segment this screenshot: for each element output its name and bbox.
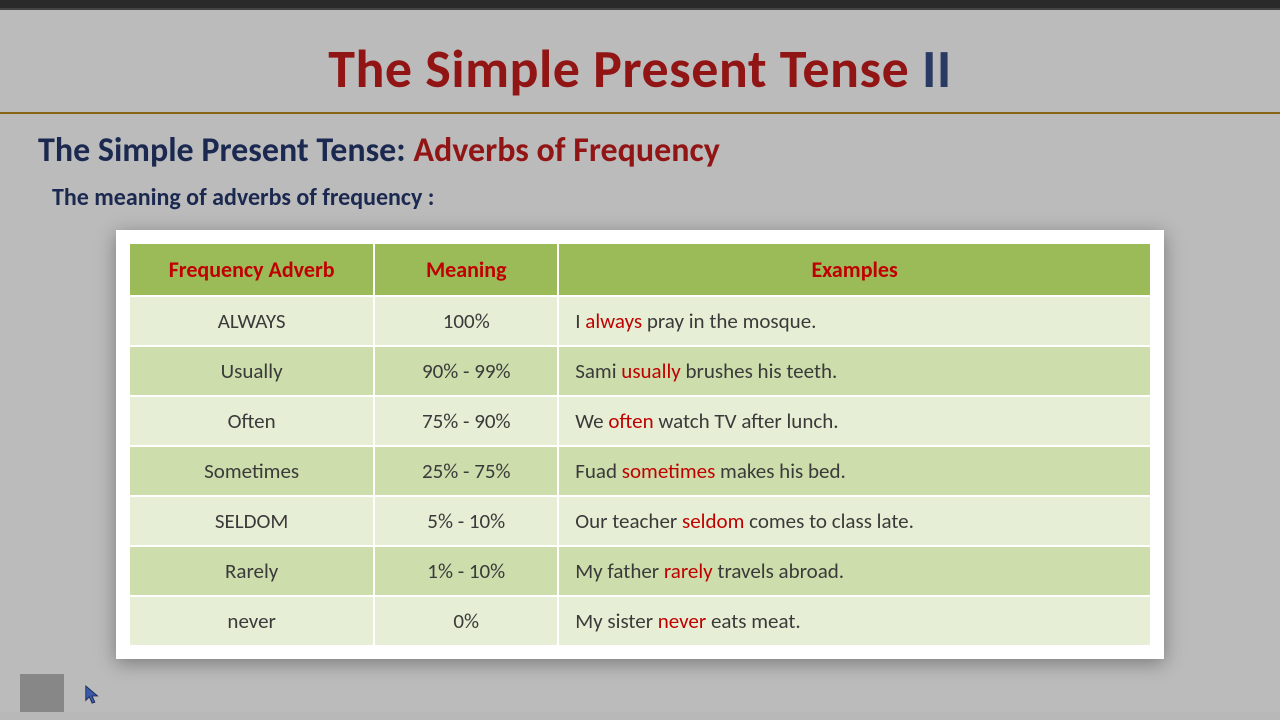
cell-example: My sister never eats meat. <box>558 596 1151 646</box>
cell-adverb: ALWAYS <box>129 296 374 346</box>
example-adverb: sometimes <box>622 458 716 484</box>
cell-example: Our teacher seldom comes to class late. <box>558 496 1151 546</box>
cell-adverb: Often <box>129 396 374 446</box>
example-post: pray in the mosque. <box>642 308 816 334</box>
example-adverb: often <box>608 408 653 434</box>
col-header-adverb: Frequency Adverb <box>129 243 374 296</box>
subtitle-navy: The Simple Present Tense: <box>38 130 413 171</box>
cell-adverb: Usually <box>129 346 374 396</box>
example-post: watch TV after lunch. <box>654 408 839 434</box>
subtitle: The Simple Present Tense: Adverbs of Fre… <box>0 126 1280 179</box>
cursor-icon <box>84 684 102 706</box>
cell-meaning: 5% - 10% <box>374 496 558 546</box>
example-post: brushes his teeth. <box>681 358 838 384</box>
slide-thumbnail-icon <box>20 674 64 712</box>
table-container: Frequency Adverb Meaning Examples ALWAYS… <box>116 230 1164 659</box>
table-body: ALWAYS 100% I always pray in the mosque.… <box>129 296 1151 646</box>
example-post: comes to class late. <box>744 508 914 534</box>
title-part-blue: II <box>909 36 952 102</box>
table-header-row: Frequency Adverb Meaning Examples <box>129 243 1151 296</box>
table-row: Usually 90% - 99% Sami usually brushes h… <box>129 346 1151 396</box>
title-divider <box>0 112 1280 114</box>
table-row: Often 75% - 90% We often watch TV after … <box>129 396 1151 446</box>
cell-meaning: 25% - 75% <box>374 446 558 496</box>
cell-example: We often watch TV after lunch. <box>558 396 1151 446</box>
example-adverb: always <box>585 308 642 334</box>
cell-example: I always pray in the mosque. <box>558 296 1151 346</box>
example-pre: My father <box>575 558 664 584</box>
col-header-examples: Examples <box>558 243 1151 296</box>
cell-example: My father rarely travels abroad. <box>558 546 1151 596</box>
cell-meaning: 90% - 99% <box>374 346 558 396</box>
cell-meaning: 100% <box>374 296 558 346</box>
example-post: makes his bed. <box>715 458 846 484</box>
example-post: eats meat. <box>706 608 800 634</box>
example-pre: Our teacher <box>575 508 682 534</box>
example-adverb: usually <box>621 358 680 384</box>
example-adverb: rarely <box>664 558 713 584</box>
subheading: The meaning of adverbs of frequency : <box>0 179 1280 230</box>
example-pre: We <box>575 408 608 434</box>
cell-adverb: never <box>129 596 374 646</box>
example-adverb: seldom <box>682 508 744 534</box>
cell-adverb: Sometimes <box>129 446 374 496</box>
main-title: The Simple Present Tense II <box>0 10 1280 112</box>
frequency-adverbs-table: Frequency Adverb Meaning Examples ALWAYS… <box>128 242 1152 647</box>
cell-example: Sami usually brushes his teeth. <box>558 346 1151 396</box>
table-row: never 0% My sister never eats meat. <box>129 596 1151 646</box>
example-pre: My sister <box>575 608 658 634</box>
example-pre: Fuad <box>575 458 622 484</box>
title-part-red: The Simple Present Tense <box>328 36 909 102</box>
cell-meaning: 1% - 10% <box>374 546 558 596</box>
cell-adverb: SELDOM <box>129 496 374 546</box>
example-pre: Sami <box>575 358 621 384</box>
table-row: ALWAYS 100% I always pray in the mosque. <box>129 296 1151 346</box>
cell-meaning: 75% - 90% <box>374 396 558 446</box>
example-pre: I <box>575 308 585 334</box>
table-row: Sometimes 25% - 75% Fuad sometimes makes… <box>129 446 1151 496</box>
window-top-bar <box>0 0 1280 8</box>
table-row: Rarely 1% - 10% My father rarely travels… <box>129 546 1151 596</box>
cell-example: Fuad sometimes makes his bed. <box>558 446 1151 496</box>
cell-adverb: Rarely <box>129 546 374 596</box>
slide-canvas: The Simple Present Tense II The Simple P… <box>0 8 1280 712</box>
col-header-meaning: Meaning <box>374 243 558 296</box>
example-post: travels abroad. <box>713 558 844 584</box>
table-row: SELDOM 5% - 10% Our teacher seldom comes… <box>129 496 1151 546</box>
cell-meaning: 0% <box>374 596 558 646</box>
example-adverb: never <box>658 608 706 634</box>
subtitle-red: Adverbs of Frequency <box>413 130 719 171</box>
